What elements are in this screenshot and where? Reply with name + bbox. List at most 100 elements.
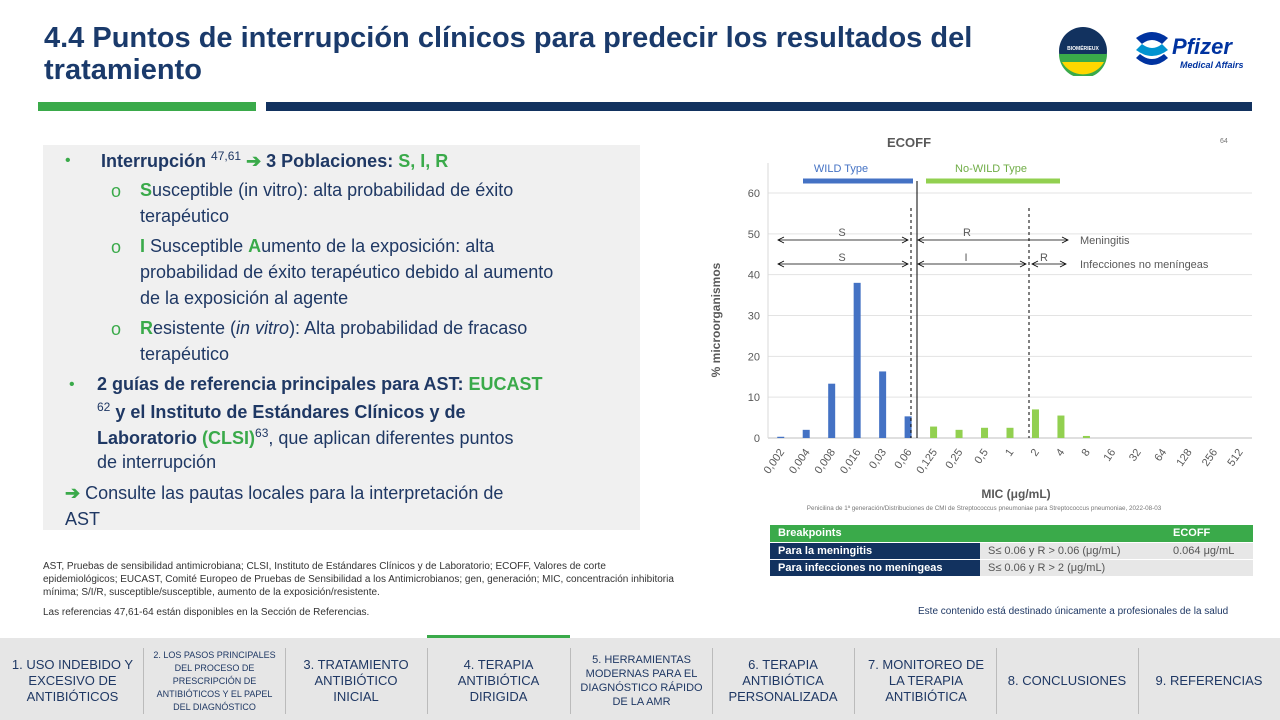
arrow-icon: ➔ — [65, 483, 81, 503]
bullet-panel: • Interrupción 47,61 ➔ 3 Poblaciones: S,… — [43, 145, 640, 530]
x-tick-label: 512 — [1225, 447, 1245, 469]
guides-line-3: Laboratorio (CLSI)63, que aplican difere… — [97, 426, 514, 448]
nav-item-1[interactable]: 1. USO INDEBIDO Y EXCESIVO DE ANTIBIÓTIC… — [11, 657, 134, 704]
nav-item-4[interactable]: 4. TERAPIA ANTIBIÓTICA DIRIGIDA — [457, 657, 540, 704]
x-tick-label: 0,06 — [892, 447, 914, 471]
arrow-head — [1031, 260, 1039, 268]
nav-item-6[interactable]: 6. TERAPIA ANTIBIÓTICA PERSONALIZADA — [728, 657, 838, 704]
breakpoints-header: Breakpoints — [770, 525, 1165, 543]
nav-item-3[interactable]: 3. TRATAMIENTO ANTIBIÓTICO INICIAL — [303, 657, 409, 704]
bar-0,008 — [828, 383, 836, 438]
arrow-head — [1061, 236, 1069, 244]
arrow-head — [917, 260, 925, 268]
nonwild-type-label: No-WILD Type — [955, 163, 1027, 175]
nav-item-2[interactable]: 2. LOS PASOS PRINCIPALES DEL PROCESO DE … — [153, 649, 276, 712]
table-row: Para la meningitis S≤ 0.06 y R > 0.06 (μ… — [770, 542, 1253, 560]
x-axis-label: MIC (μg/mL) — [981, 487, 1050, 501]
arrow-head — [777, 260, 785, 268]
arrow-icon: ➔ — [246, 151, 262, 171]
bar-4 — [1057, 415, 1065, 438]
row-ecoff — [1165, 559, 1253, 577]
footnote-line-2: epidemiológicos; EUCAST, Comité Europeo … — [43, 574, 674, 585]
resistant-line-2: terapéutico — [140, 344, 230, 364]
pfizer-subtitle: Medical Affairs — [1180, 60, 1244, 70]
consult-line: ➔ Consulte las pautas locales para la in… — [65, 483, 504, 503]
title-underline-blue — [266, 102, 1252, 111]
x-tick-label: 32 — [1127, 447, 1144, 464]
pfizer-wordmark: Pfizer — [1172, 34, 1232, 59]
bar-0,03 — [879, 371, 887, 438]
chart-source: Penicilina de 1ª generación/Distribucion… — [807, 505, 1162, 512]
susceptible-line-2: terapéutico — [140, 206, 230, 226]
table-row: Para infecciones no meníngeas S≤ 0.06 y … — [770, 559, 1253, 577]
row-label: Para la meningitis — [770, 542, 980, 560]
bar-0,25 — [955, 429, 963, 438]
bar-0,125 — [930, 426, 938, 438]
y-tick-labels: 0 10 20 30 40 50 60 — [748, 188, 760, 445]
resistant-line: Resistente (in vitro): Alta probabilidad… — [140, 318, 528, 338]
increased-exposure-line-2: probabilidad de éxito terapéutico debido… — [140, 262, 554, 282]
row-label: Para infecciones no meníngeas — [770, 559, 980, 577]
row-ecoff: 0.064 μg/mL — [1165, 542, 1253, 560]
page-title: 4.4 Puntos de interrupción clínicos para… — [44, 22, 973, 86]
biomerieux-wordmark: BIOMÉRIEUX — [1067, 44, 1099, 52]
y-tick-label: 20 — [748, 351, 760, 363]
x-tick-label: 2 — [1029, 447, 1042, 459]
bar-0,016 — [853, 282, 861, 438]
consult-line-2: AST — [65, 509, 101, 529]
bar-0,004 — [802, 429, 810, 438]
arrow-head — [901, 236, 909, 244]
arrow-head — [1059, 260, 1067, 268]
x-tick-label: 0,25 — [943, 447, 965, 471]
bullet-dot: • — [69, 376, 75, 393]
bullet-interruption: Interrupción 47,61 ➔ 3 Poblaciones: S, I… — [101, 149, 449, 171]
title-underline-green — [38, 102, 256, 111]
bar-1 — [1006, 427, 1014, 438]
x-tick-label: 4 — [1054, 447, 1067, 459]
meningitis-r: R — [963, 227, 971, 239]
x-tick-label: 0,125 — [914, 447, 940, 476]
pfizer-icon — [1136, 32, 1168, 65]
wild-type-label: WILD Type — [814, 163, 868, 175]
footnote-line-1: AST, Pruebas de sensibilidad antimicrobi… — [43, 561, 606, 572]
ecoff-header: ECOFF — [1165, 525, 1253, 543]
circle-bullet: o — [111, 237, 122, 257]
chart-title: ECOFF — [887, 135, 931, 150]
footnote-line-3: mínima; S/I/R, susceptible/susceptible, … — [43, 587, 380, 598]
arrow-head — [1019, 260, 1027, 268]
arrow-head — [917, 236, 925, 244]
y-tick-label: 40 — [748, 270, 760, 282]
nav-item-5[interactable]: 5. HERRAMIENTAS MODERNAS PARA EL DIAGNÓS… — [580, 654, 703, 708]
chart-ref-sup: 64 — [1220, 138, 1228, 145]
y-tick-label: 0 — [754, 433, 760, 445]
y-axis-label: % microorganismos — [709, 262, 723, 377]
breakpoints-table: Breakpoints ECOFF Para la meningitis S≤ … — [770, 525, 1253, 577]
x-tick-label: 0,03 — [867, 447, 889, 471]
x-tick-label: 1 — [1003, 447, 1016, 459]
arrow-head — [901, 260, 909, 268]
chart-gridlines — [767, 163, 1252, 439]
row-value: S≤ 0.06 y R > 0.06 (μg/mL) — [980, 542, 1165, 560]
x-tick-label: 256 — [1200, 447, 1220, 469]
y-tick-label: 30 — [748, 311, 760, 323]
x-tick-label: 64 — [1152, 447, 1169, 464]
nav-item-8[interactable]: 8. CONCLUSIONES — [1007, 673, 1127, 688]
x-tick-label: 16 — [1101, 447, 1118, 464]
x-tick-label: 8 — [1080, 447, 1093, 459]
increased-exposure-line-3: de la exposición al agente — [140, 288, 349, 308]
y-tick-label: 60 — [748, 188, 760, 200]
nonmen-i: I — [964, 252, 967, 264]
x-tick-labels: 0,002 0,004 0,008 0,016 0,03 0,06 0,125 0,25 0,5… — [762, 447, 1246, 476]
pfizer-logo: Pfizer Medical Affairs — [1132, 28, 1252, 76]
section-nav: 1. USO INDEBIDO Y EXCESIVO DE ANTIBIÓTIC… — [0, 638, 1280, 720]
bar-0,5 — [981, 427, 989, 438]
x-tick-label: 128 — [1174, 447, 1194, 469]
nav-item-7[interactable]: 7. MONITOREO DE LA TERAPIA ANTIBIÓTICA — [867, 657, 985, 704]
y-tick-label: 50 — [748, 229, 760, 241]
nav-item-9[interactable]: 9. REFERENCIAS — [1155, 673, 1263, 688]
references-note: Las referencias 47,61-64 están disponibl… — [43, 607, 370, 618]
bar-2 — [1031, 409, 1039, 438]
nonmen-r: R — [1040, 252, 1048, 264]
nonmen-s: S — [838, 252, 845, 264]
